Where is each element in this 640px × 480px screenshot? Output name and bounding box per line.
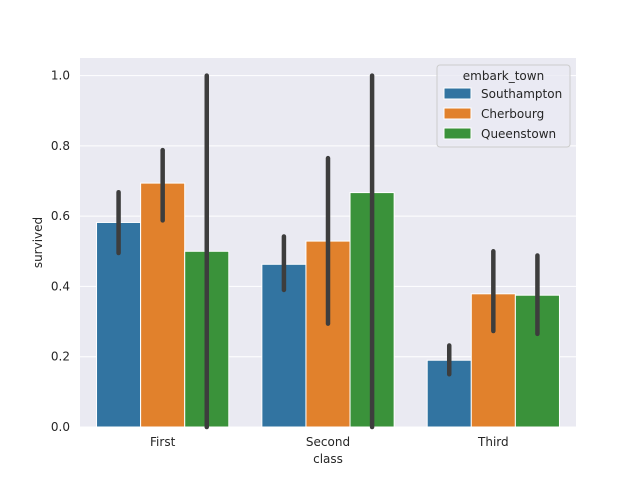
y-tick-labels: 0.0 0.2 0.4 0.6 0.8 1.0 (51, 69, 70, 434)
legend-label: Queenstown (481, 127, 556, 141)
y-tick-label: 0.0 (51, 420, 70, 434)
legend-title: embark_town (463, 69, 544, 83)
error-bars (116, 73, 540, 430)
legend-swatch (443, 107, 472, 120)
x-tick-label: Second (306, 435, 350, 449)
y-tick-label: 0.4 (51, 279, 70, 293)
y-tick-label: 0.2 (51, 350, 70, 364)
legend: embark_town Southampton Cherbourg Queenstow… (436, 64, 571, 148)
y-tick-label: 1.0 (51, 69, 70, 83)
legend-swatch (443, 127, 472, 140)
legend-label: Cherbourg (481, 107, 544, 121)
legend-label: Southampton (481, 87, 562, 101)
bar-cherbourg-first (140, 182, 186, 428)
y-tick-label: 0.6 (51, 209, 70, 223)
x-tick-label: Third (477, 435, 509, 449)
y-axis-label: survived (31, 217, 45, 268)
legend-swatch (443, 87, 472, 100)
x-axis-label: class (313, 452, 343, 466)
x-tick-labels: First Second Third (150, 435, 509, 449)
y-tick-label: 0.8 (51, 139, 70, 153)
x-tick-label: First (150, 435, 176, 449)
legend-box (436, 64, 571, 148)
